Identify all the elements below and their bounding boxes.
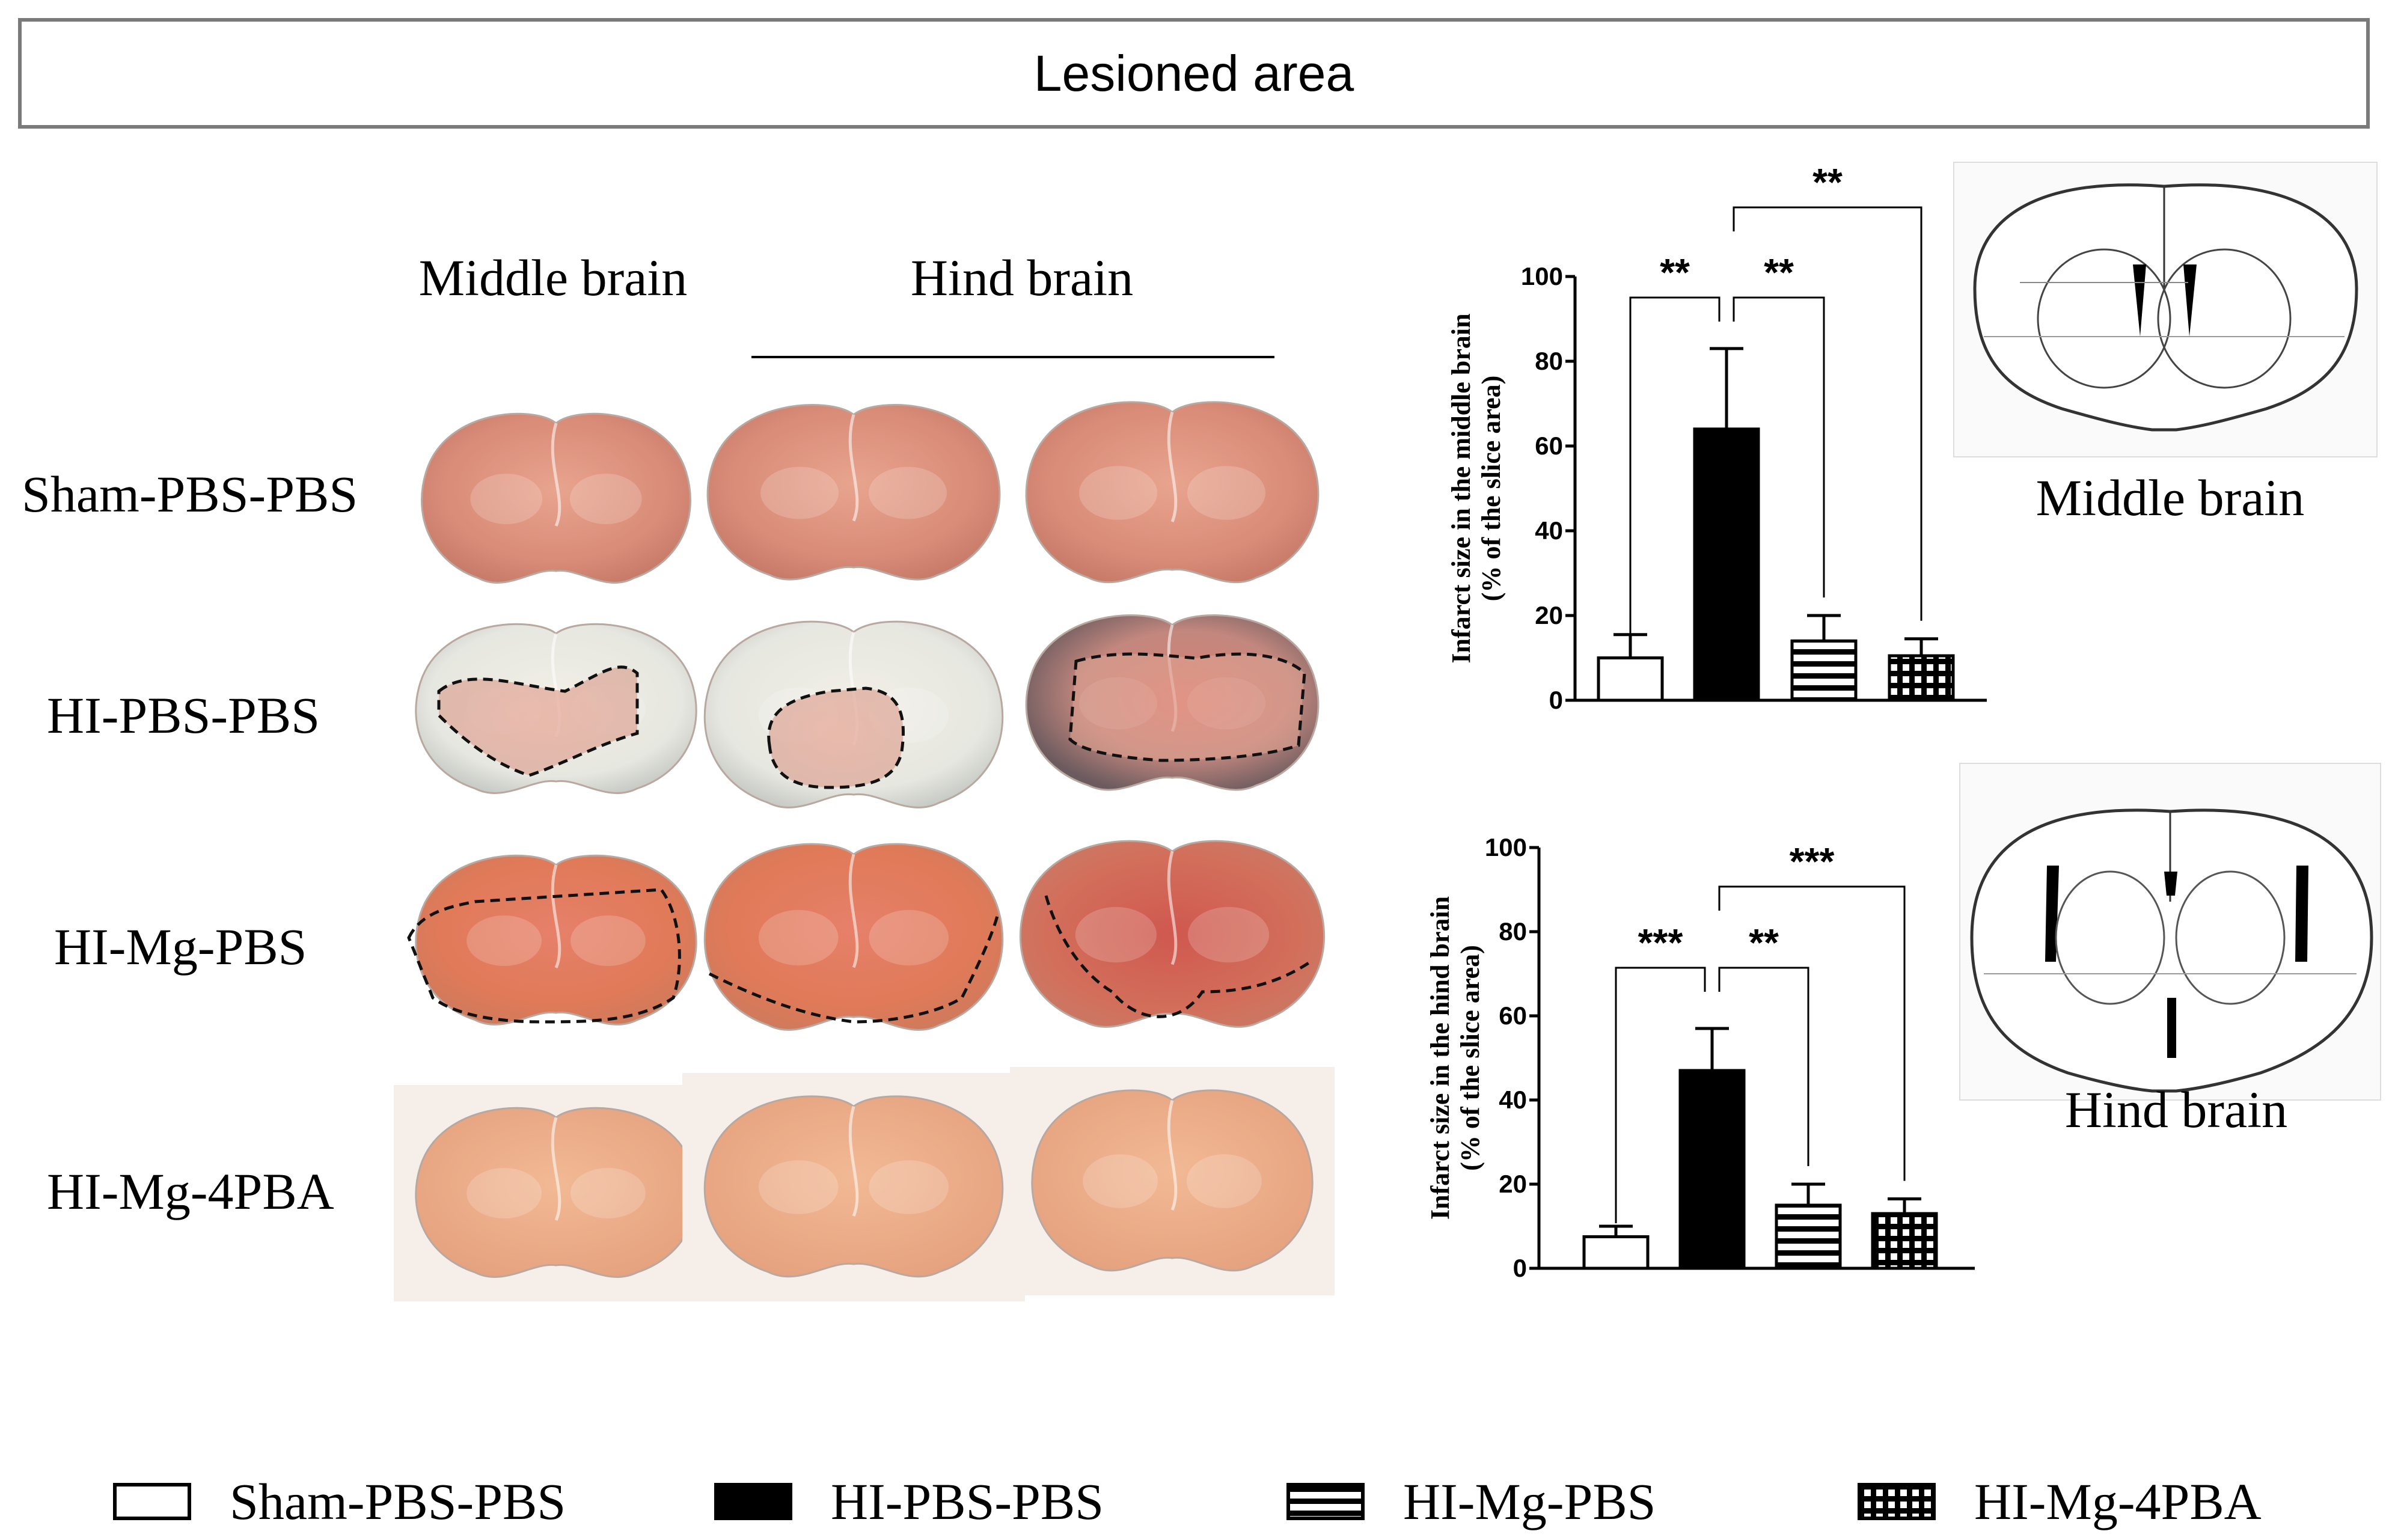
brain-slice-hi-mg-pbs-hind-b [1019,840,1326,1028]
error-bar [1888,1197,1921,1214]
significance-label: ** [1749,921,1779,964]
bar-hi-pbs-pbs [1678,1069,1746,1270]
bar-hi-pbs-pbs [1693,427,1760,702]
chart-middle-brain: 0 20 40 60 80 100 Infarct size in the middle b… [1446,160,1987,714]
row-label-hi-mg-pbs: HI-Mg-PBS [54,918,307,976]
y-tick-label: 40 [1535,516,1563,545]
y-tick-label: 80 [1535,347,1563,375]
error-bar [1710,347,1743,429]
bar-hi-mg-pbs [1790,639,1858,702]
y-tick-label: 80 [1499,917,1527,946]
error-bar [1613,633,1647,658]
y-tick-label: 20 [1535,601,1563,629]
significance-label: *** [1790,840,1835,883]
y-tick-label: 60 [1499,1001,1527,1030]
brain-slice-sham-pbs-pbs-hind-a [706,404,1001,581]
legend-item-hi-mg-pbs: HI-Mg-PBS [1286,1471,1656,1532]
bar-hi-mg-4pba [1888,654,1955,702]
significance-label: ** [1812,160,1843,204]
y-tick-label: 0 [1513,1254,1527,1282]
legend-swatch-grid [1858,1483,1936,1520]
y-tick-label: 60 [1535,432,1563,460]
brain-slice-sham-pbs-pbs-hind-b [1025,401,1320,584]
brain-slice-hi-pbs-pbs-hind-a [703,620,1004,808]
bar-hi-mg-pbs [1775,1203,1842,1270]
y-tick-label: 100 [1521,262,1563,290]
legend-swatch-open [113,1483,191,1520]
row-label-hi-pbs: HI-PBS-PBS [47,686,320,744]
figure-header: Lesioned area [18,18,2370,129]
significance-label: ** [1764,251,1794,294]
y-axis-label: Infarct size in the hind brain [1425,896,1455,1220]
legend-label-hi-mg-4pba: HI-Mg-4PBA [1974,1473,2262,1530]
legend-item-sham: Sham-PBS-PBS [113,1471,566,1532]
error-bar [1791,1182,1825,1205]
significance-label: *** [1638,921,1683,964]
atlas-hind-brain-drawing [1959,763,2381,1101]
brain-slice-hi-mg-4pba-middle [394,1085,718,1301]
hind-brain-underline [751,356,1274,358]
brain-slice-sham-pbs-pbs-middle [421,412,691,584]
brain-slice-hi-mg-pbs-hind-a [703,843,1004,1031]
brain-slice-hi-pbs-pbs-hind-b [1025,614,1320,791]
significance-bracket: *** [1718,840,1906,1181]
row-label-sham: Sham-PBS-PBS [22,465,358,523]
y-tick-label: 0 [1549,686,1563,714]
atlas-middle-brain-drawing [1953,162,2378,457]
legend-swatch-stripes [1286,1483,1365,1520]
error-bar [1904,637,1938,656]
significance-bracket: ** [1629,251,1721,634]
brain-slice-hi-mg-pbs-middle [407,854,697,1025]
legend-swatch-solid [714,1483,792,1520]
chart-hind-brain: 0 20 40 60 80 100 Infarct size in the hind bra… [1425,833,1975,1282]
brain-slice-hi-mg-4pba-hind-b [1010,1067,1335,1295]
row-label-hi-mg-4pba: HI-Mg-4PBA [47,1163,334,1220]
column-label-middle-brain: Middle brain [418,249,688,307]
y-axis-label: (% of the slice area) [1455,945,1485,1171]
legend-label-hi-mg-pbs: HI-Mg-PBS [1403,1473,1656,1530]
figure-title: Lesioned area [1033,44,1354,102]
brain-slice-hi-pbs-pbs-middle [415,623,697,794]
legend-item-hi-mg-4pba: HI-Mg-4PBA [1858,1471,2262,1532]
significance-label: ** [1660,251,1690,294]
error-bar [1807,614,1841,641]
legend-item-hi-pbs: HI-PBS-PBS [714,1471,1104,1532]
brain-slice-hi-mg-4pba-hind-a [682,1073,1025,1301]
legend-label-hi-pbs: HI-PBS-PBS [831,1473,1104,1530]
error-bar [1695,1027,1729,1071]
significance-bracket: ** [1718,921,1809,1166]
significance-bracket: ** [1733,251,1825,597]
atlas-label-hind-brain: Hind brain [2064,1081,2288,1138]
y-tick-label: 20 [1499,1170,1527,1198]
bar-hi-mg-4pba [1871,1212,1938,1270]
y-axis-label: (% of the slice area) [1476,376,1506,602]
bar-sham-pbs-pbs [1597,656,1664,702]
y-tick-label: 40 [1499,1086,1527,1114]
error-bar [1599,1224,1633,1237]
atlas-label-middle-brain: Middle brain [2036,469,2305,527]
bar-sham-pbs-pbs [1582,1235,1650,1270]
significance-bracket: *** [1615,921,1706,1223]
significance-bracket: ** [1733,160,1922,621]
legend-label-sham: Sham-PBS-PBS [230,1473,566,1530]
y-axis-label: Infarct size in the middle brain [1446,313,1476,663]
y-tick-label: 100 [1485,833,1527,861]
column-label-hind-brain: Hind brain [910,249,1134,307]
